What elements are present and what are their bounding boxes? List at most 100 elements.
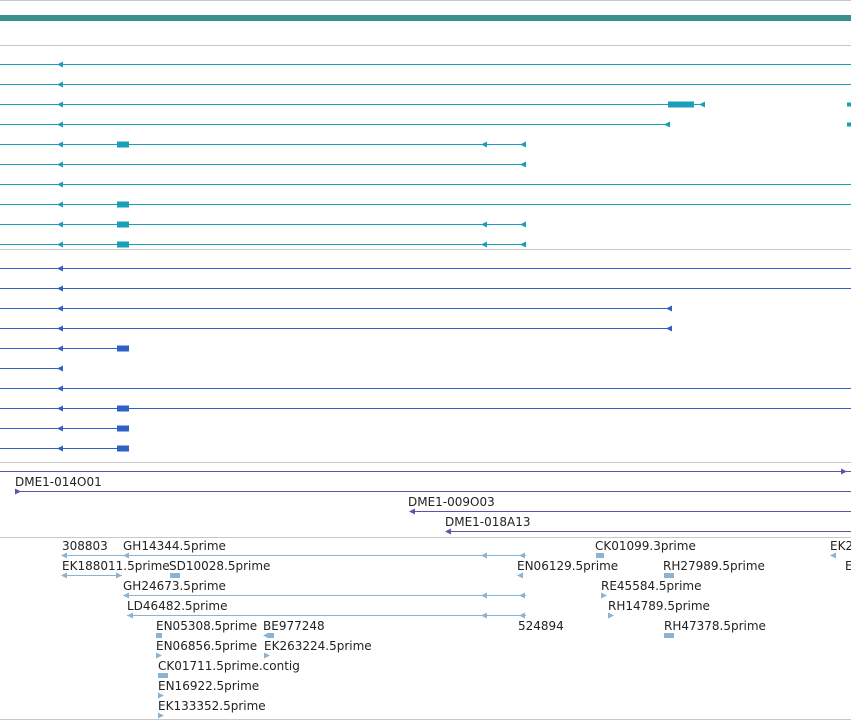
exon-arrow[interactable] (519, 552, 525, 559)
exon-block[interactable] (668, 101, 694, 108)
clone-arrow[interactable] (445, 528, 451, 535)
clone-arrow[interactable] (15, 488, 21, 495)
clone-label[interactable]: DME1-014O01 (15, 475, 102, 489)
exon-arrow[interactable] (57, 285, 63, 292)
est-block[interactable] (268, 633, 274, 638)
exon-arrow[interactable] (156, 652, 162, 659)
exon-block[interactable] (117, 405, 129, 412)
est-block[interactable] (664, 633, 674, 638)
exon-block[interactable] (117, 141, 129, 148)
exon-arrow[interactable] (57, 241, 63, 248)
exon-arrow[interactable] (57, 405, 63, 412)
exon-block[interactable] (117, 221, 129, 228)
gene-span-track[interactable] (0, 15, 851, 21)
est-block[interactable] (158, 673, 168, 678)
exon-arrow[interactable] (57, 385, 63, 392)
exon-arrow[interactable] (519, 612, 525, 619)
est-label[interactable]: EN06129.5prime (517, 559, 619, 573)
exon-block[interactable] (117, 241, 129, 248)
est-label[interactable]: E (845, 559, 851, 573)
est-label[interactable]: LD46482.5prime (127, 599, 228, 613)
exon-block[interactable] (117, 425, 129, 432)
exon-arrow[interactable] (57, 101, 63, 108)
exon-arrow[interactable] (123, 592, 129, 599)
est-label[interactable]: EK188011.5prime (62, 559, 170, 573)
exon-arrow[interactable] (517, 572, 523, 579)
exon-block[interactable] (847, 102, 851, 107)
est-label[interactable]: RH47378.5prime (664, 619, 766, 633)
exon-arrow[interactable] (520, 241, 526, 248)
exon-arrow[interactable] (57, 61, 63, 68)
exon-arrow[interactable] (57, 345, 63, 352)
est-label[interactable]: RE45584.5prime (601, 579, 702, 593)
exon-arrow[interactable] (57, 221, 63, 228)
est-label[interactable]: EN06856.5prime (156, 639, 258, 653)
exon-arrow[interactable] (57, 305, 63, 312)
est-label[interactable]: CK01099.3prime (595, 539, 696, 553)
est-label[interactable]: CK01711.5prime.contig (158, 659, 300, 673)
clone-label[interactable]: DME1-009O03 (408, 495, 495, 509)
exon-arrow[interactable] (481, 141, 487, 148)
est-label[interactable]: RH14789.5prime (608, 599, 710, 613)
exon-arrow[interactable] (57, 325, 63, 332)
exon-arrow[interactable] (830, 552, 836, 559)
exon-arrow[interactable] (127, 612, 133, 619)
exon-arrow[interactable] (57, 81, 63, 88)
exon-arrow[interactable] (57, 265, 63, 272)
exon-arrow[interactable] (520, 161, 526, 168)
exon-arrow[interactable] (264, 652, 270, 659)
est-label[interactable]: 524894 (518, 619, 564, 633)
exon-arrow[interactable] (664, 121, 670, 128)
exon-arrow[interactable] (608, 612, 614, 619)
est-label[interactable]: GH14344.5prime (123, 539, 226, 553)
exon-arrow[interactable] (666, 325, 672, 332)
clone-label[interactable]: DME1-018A13 (445, 515, 531, 529)
exon-block[interactable] (847, 122, 851, 127)
est-label[interactable]: EK133352.5prime (158, 699, 266, 713)
exon-arrow[interactable] (57, 121, 63, 128)
exon-arrow[interactable] (520, 141, 526, 148)
exon-arrow[interactable] (123, 552, 129, 559)
exon-arrow[interactable] (158, 692, 164, 699)
est-label[interactable]: EK263224.5prime (264, 639, 372, 653)
est-block[interactable] (156, 633, 162, 638)
exon-arrow[interactable] (699, 101, 705, 108)
exon-arrow[interactable] (520, 221, 526, 228)
exon-block[interactable] (117, 201, 129, 208)
exon-arrow[interactable] (481, 221, 487, 228)
exon-arrow[interactable] (481, 592, 487, 599)
est-label[interactable]: RH27989.5prime (663, 559, 765, 573)
exon-arrow[interactable] (666, 305, 672, 312)
exon-arrow[interactable] (57, 445, 63, 452)
exon-arrow[interactable] (116, 572, 122, 579)
exon-arrow[interactable] (61, 552, 67, 559)
est-label[interactable]: BE977248 (263, 619, 325, 633)
exon-arrow[interactable] (263, 632, 269, 639)
est-block[interactable] (172, 573, 180, 578)
exon-arrow[interactable] (57, 181, 63, 188)
est-label[interactable]: 308803 (62, 539, 108, 553)
exon-arrow[interactable] (158, 712, 164, 719)
clone-arrow[interactable] (841, 468, 847, 475)
exon-arrow[interactable] (481, 612, 487, 619)
exon-arrow[interactable] (481, 552, 487, 559)
est-label[interactable]: EN05308.5prime (156, 619, 258, 633)
exon-arrow[interactable] (481, 241, 487, 248)
est-label[interactable]: EN16922.5prime (158, 679, 260, 693)
est-label[interactable]: GH24673.5prime (123, 579, 226, 593)
clone-arrow[interactable] (409, 508, 415, 515)
exon-block[interactable] (117, 445, 129, 452)
exon-arrow[interactable] (601, 592, 607, 599)
est-label[interactable]: EK2 (830, 539, 851, 553)
exon-block[interactable] (117, 345, 129, 352)
est-block[interactable] (664, 573, 674, 578)
est-block[interactable] (596, 553, 604, 558)
exon-arrow[interactable] (57, 141, 63, 148)
exon-arrow[interactable] (61, 572, 67, 579)
est-label[interactable]: SD10028.5prime (169, 559, 271, 573)
exon-arrow[interactable] (57, 201, 63, 208)
exon-arrow[interactable] (57, 425, 63, 432)
exon-arrow[interactable] (519, 592, 525, 599)
exon-arrow[interactable] (57, 161, 63, 168)
exon-arrow[interactable] (57, 365, 63, 372)
